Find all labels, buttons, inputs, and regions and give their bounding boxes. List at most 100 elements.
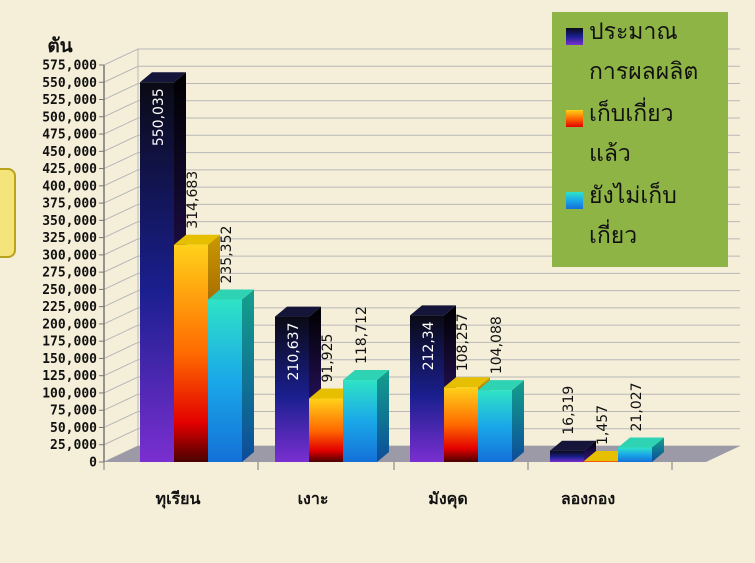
gridline-side <box>103 307 139 325</box>
gridline-side <box>103 169 139 187</box>
bar <box>618 447 652 462</box>
bar <box>275 316 309 462</box>
gridline-side <box>103 376 139 394</box>
y-tick-label: 175,000 <box>42 335 97 350</box>
bar <box>140 82 174 463</box>
chart-axes: 0 25,000 50,000 75,000 100,000 125,000 150,000… <box>42 35 673 509</box>
y-tick-label: 0 <box>89 456 97 471</box>
legend-label-line: เก็บเกี่ยว <box>589 101 674 127</box>
y-tick-label: 325,000 <box>42 231 97 246</box>
legend-item-estimated: ประมาณ การผลผลิต <box>566 12 729 92</box>
x-tick-label: ลองกอง <box>561 489 615 508</box>
y-tick-label: 300,000 <box>42 248 97 263</box>
bar-side <box>512 380 524 462</box>
y-tick-label: 50,000 <box>50 421 97 436</box>
data-label: 210,637 <box>286 323 302 381</box>
bar-side <box>377 370 389 462</box>
data-label: 118,712 <box>354 306 370 364</box>
x-tick-label: มังคุด <box>428 489 467 509</box>
y-tick-label: 425,000 <box>42 162 97 177</box>
gridline-side <box>103 272 139 290</box>
legend-item-not-harvested: ยังไม่เก็บ เกี่ยว <box>566 176 729 256</box>
bar <box>478 390 512 462</box>
gridline-side <box>103 186 139 204</box>
y-tick-label: 575,000 <box>42 59 97 74</box>
gridline-side <box>103 48 139 66</box>
y-tick-label: 550,000 <box>42 76 97 91</box>
gridline-side <box>103 255 139 273</box>
y-tick-label: 500,000 <box>42 110 97 125</box>
y-tick-label: 475,000 <box>42 128 97 143</box>
data-label: 91,925 <box>320 334 336 383</box>
y-tick-label: 400,000 <box>42 179 97 194</box>
y-tick-label: 450,000 <box>42 145 97 160</box>
data-label: 16,319 <box>561 386 577 435</box>
side-tab-decoration <box>0 168 16 258</box>
bar-top <box>478 380 524 391</box>
legend-label-line: ยังไม่เก็บ <box>589 183 677 209</box>
bar <box>343 380 377 462</box>
data-label: 550,035 <box>151 88 167 146</box>
bar <box>584 460 618 462</box>
y-tick-label: 200,000 <box>42 317 97 332</box>
y-tick-label: 250,000 <box>42 283 97 298</box>
legend-item-harvested: เก็บเกี่ยว แล้ว <box>566 94 729 174</box>
bar <box>410 315 444 462</box>
gridline-side <box>103 393 139 411</box>
bar-side <box>242 289 254 462</box>
y-tick-label: 525,000 <box>42 93 97 108</box>
bar <box>174 244 208 462</box>
y-tick-label: 25,000 <box>50 438 97 453</box>
gridline-side <box>103 65 139 83</box>
y-tick-label: 275,000 <box>42 266 97 281</box>
gridline-side <box>103 290 139 308</box>
bar-top <box>140 72 186 83</box>
gridline-side <box>103 359 139 377</box>
gridline-side <box>103 238 139 256</box>
legend-swatch-estimated <box>566 28 583 45</box>
bar-top <box>208 289 254 300</box>
data-label: 235,352 <box>219 226 235 284</box>
y-tick-label: 150,000 <box>42 352 97 367</box>
bar <box>444 387 478 462</box>
y-axis-title: ตัน <box>47 35 72 57</box>
bar-side <box>584 440 596 462</box>
y-tick-label: 125,000 <box>42 369 97 384</box>
gridline-side <box>103 428 139 446</box>
chart-data-labels: 550,035 314,683 235,352 210,637 91,925 118,71… <box>151 88 645 445</box>
gridline-side <box>103 341 139 359</box>
bar <box>309 398 343 462</box>
gridline-side <box>103 203 139 221</box>
y-tick-label: 350,000 <box>42 214 97 229</box>
chart-bars <box>140 72 664 463</box>
bar-top <box>444 377 490 388</box>
data-label: 314,683 <box>185 171 201 229</box>
bar-top <box>550 440 596 451</box>
x-tick-label: ทุเรียน <box>156 489 201 509</box>
y-tick-label: 225,000 <box>42 300 97 315</box>
data-label: 104,088 <box>489 316 505 374</box>
y-tick-label: 375,000 <box>42 197 97 212</box>
y-tick-label: 75,000 <box>50 404 97 419</box>
data-label: 108,257 <box>455 313 471 371</box>
bar-top <box>410 305 456 316</box>
bar-top <box>343 370 389 381</box>
legend-swatch-not-harvested <box>566 192 583 209</box>
bar <box>208 299 242 462</box>
data-label: 21,027 <box>629 382 645 431</box>
data-label: 212,34 <box>421 321 437 370</box>
bar-top <box>174 234 220 245</box>
bar-side <box>652 437 664 462</box>
gridline-side <box>103 134 139 152</box>
legend-label-line: เกี่ยว <box>589 223 638 249</box>
y-tick-label: 100,000 <box>42 386 97 401</box>
gridline-side <box>103 83 139 100</box>
data-label: 1,457 <box>595 405 611 445</box>
x-tick-label: เงาะ <box>298 489 329 508</box>
legend-label-line: แล้ว <box>589 141 631 167</box>
bar-top <box>275 306 321 317</box>
gridline-side <box>103 411 139 428</box>
chart-legend: ประมาณ การผลผลิต เก็บเกี่ยว แล้ว ยังไม่เ… <box>552 12 728 267</box>
legend-label-line: การผลผลิต <box>589 59 699 85</box>
